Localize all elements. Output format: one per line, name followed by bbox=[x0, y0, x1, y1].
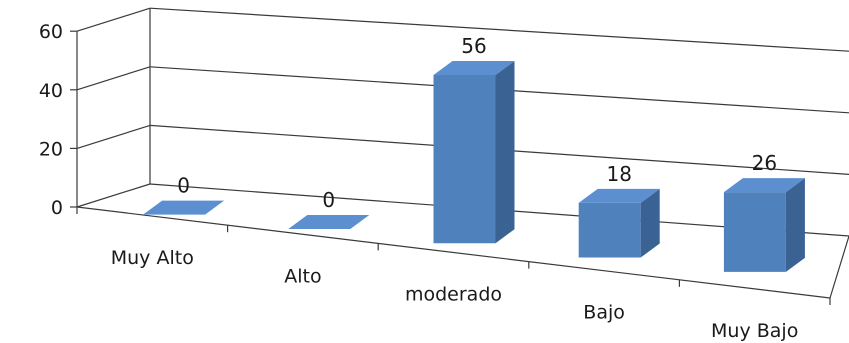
bar-top bbox=[723, 178, 805, 193]
x-tick-label: Muy Bajo bbox=[711, 320, 798, 342]
bar-top bbox=[288, 214, 370, 229]
x-axis-line bbox=[76, 206, 831, 299]
side-gridline bbox=[76, 7, 151, 32]
x-tick-label: Alto bbox=[284, 265, 321, 287]
floor-right-edge bbox=[829, 235, 849, 299]
gridline bbox=[149, 7, 849, 52]
bars bbox=[143, 60, 805, 272]
x-tick-label: Bajo bbox=[583, 302, 625, 324]
bar bbox=[288, 214, 370, 229]
side-gridline bbox=[76, 124, 151, 149]
bar bbox=[578, 188, 660, 258]
side-gridline bbox=[76, 183, 151, 208]
axes bbox=[76, 8, 849, 305]
bar bbox=[723, 178, 805, 272]
bar bbox=[433, 60, 515, 244]
bar-top bbox=[433, 60, 515, 75]
bar-front bbox=[578, 202, 641, 258]
data-label: 0 bbox=[177, 174, 190, 198]
bar bbox=[143, 200, 225, 215]
y-axis-ticks: 0 20 40 60 bbox=[39, 21, 77, 219]
bar-side bbox=[640, 188, 660, 258]
x-tick-label: Muy Alto bbox=[111, 247, 194, 269]
bar-front bbox=[433, 74, 496, 244]
bar-top bbox=[578, 188, 660, 203]
y-tick-label: 0 bbox=[51, 197, 63, 219]
y-tick-label: 40 bbox=[39, 80, 63, 102]
bar-side bbox=[495, 60, 515, 244]
data-labels: 0 0 56 18 26 bbox=[177, 34, 777, 212]
x-axis-labels: Muy Alto Alto moderado Bajo Muy Bajo bbox=[111, 247, 799, 342]
x-tick-label: moderado bbox=[405, 284, 502, 306]
data-label: 26 bbox=[752, 151, 777, 175]
data-label: 56 bbox=[461, 34, 486, 58]
bar-top bbox=[143, 200, 225, 215]
y-tick-label: 60 bbox=[39, 21, 63, 43]
bar-side bbox=[785, 178, 805, 272]
data-label: 0 bbox=[322, 188, 335, 212]
y-tick-label: 20 bbox=[39, 138, 63, 160]
data-label: 18 bbox=[606, 162, 631, 186]
bar-front bbox=[723, 192, 786, 272]
side-gridline bbox=[76, 66, 151, 91]
